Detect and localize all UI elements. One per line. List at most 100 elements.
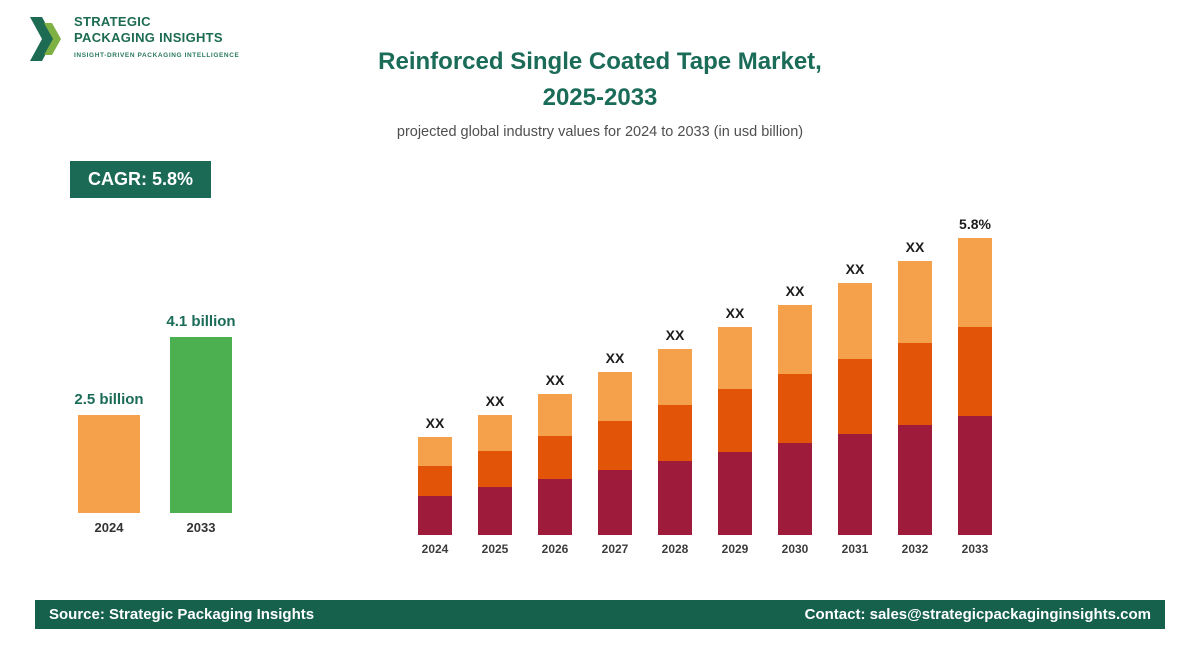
bar-segment [838, 358, 872, 435]
bar-value-label: XX [545, 372, 565, 388]
bar-segment [718, 451, 752, 535]
bar-area: XX [718, 180, 752, 535]
bar-segment [718, 327, 752, 390]
bar-value-label: XX [845, 261, 865, 277]
bar-area: XX [538, 180, 572, 535]
bar-area: XX [478, 180, 512, 535]
bar-area: XX [778, 180, 812, 535]
bar-segment [418, 466, 452, 496]
bar-year-label: 2033 [961, 542, 989, 556]
page-title: Reinforced Single Coated Tape Market, 20… [0, 44, 1200, 116]
bar-cell-2032: XX 2032 [885, 180, 945, 556]
footer-contact: Contact: sales@strategicpackaginginsight… [804, 606, 1151, 623]
bar-value-label: XX [605, 350, 625, 366]
bar-segment [658, 460, 692, 535]
bar-segment [658, 349, 692, 405]
bar-value-label: XX [425, 415, 445, 431]
bar-segment [958, 327, 992, 417]
stacked-bar-2032 [898, 261, 932, 535]
mini-bar-2024 [78, 415, 140, 513]
bar-value-label: XX [785, 283, 805, 299]
bar-segment [478, 487, 512, 535]
mini-summary-chart: 2.5 billion 2024 4.1 billion 2033 [74, 309, 236, 535]
bar-segment [958, 238, 992, 328]
bar-year-label: 2025 [481, 542, 509, 556]
mini-bar-value-label: 4.1 billion [166, 313, 236, 330]
bar-segment [838, 283, 872, 359]
bar-segment [898, 425, 932, 535]
bar-area: XX [898, 180, 932, 535]
page-title-line2: 2025-2033 [542, 84, 658, 111]
bar-value-label: XX [725, 305, 745, 321]
mini-bar-value-label: 2.5 billion [74, 391, 144, 408]
bar-segment [778, 305, 812, 374]
mini-bar-area: 2.5 billion [74, 309, 144, 513]
logo: STRATEGIC PACKAGING INSIGHTS INSIGHT-DRI… [30, 14, 239, 61]
bar-area: XX [658, 180, 692, 535]
logo-tagline: INSIGHT-DRIVEN PACKAGING INTELLIGENCE [74, 51, 240, 59]
bar-cell-2030: XX 2030 [765, 180, 825, 556]
bar-segment [538, 436, 572, 479]
logo-text: STRATEGIC PACKAGING INSIGHTS INSIGHT-DRI… [74, 14, 239, 59]
bar-cell-2028: XX 2028 [645, 180, 705, 556]
bar-area: XX [838, 180, 872, 535]
bar-segment [478, 451, 512, 487]
stacked-bar-2026 [538, 394, 572, 535]
bar-segment [418, 495, 452, 535]
bar-year-label: 2029 [721, 542, 749, 556]
bar-year-label: 2028 [661, 542, 689, 556]
mini-bar-area: 4.1 billion [166, 309, 236, 513]
mini-bar-cell-2024: 2.5 billion 2024 [74, 309, 143, 535]
page-subtitle: projected global industry values for 202… [396, 124, 804, 140]
footer-bar: Source: Strategic Packaging Insights Con… [35, 600, 1165, 629]
bar-segment [958, 416, 992, 535]
bar-cell-2033: 5.8% 2033 [945, 180, 1005, 556]
stacked-bar-2025 [478, 415, 512, 535]
bar-value-label: XX [905, 239, 925, 255]
bar-year-label: 2026 [541, 542, 569, 556]
bar-value-label: XX [665, 327, 685, 343]
mini-bar-year-label: 2024 [94, 520, 124, 535]
bar-cell-2026: XX 2026 [525, 180, 585, 556]
bar-segment [538, 394, 572, 437]
bar-year-label: 2032 [901, 542, 929, 556]
stacked-bar-2027 [598, 372, 632, 535]
bar-cell-2031: XX 2031 [825, 180, 885, 556]
bar-segment [898, 261, 932, 344]
page-title-line1: Reinforced Single Coated Tape Market, [378, 48, 822, 75]
stacked-bar-2031 [838, 283, 872, 535]
logo-chevron-icon [30, 14, 66, 61]
logo-line2: PACKAGING INSIGHTS [74, 30, 223, 46]
bar-segment [778, 443, 812, 535]
bar-area: XX [598, 180, 632, 535]
title-block: Reinforced Single Coated Tape Market, 20… [0, 44, 1200, 140]
stacked-bar-2030 [778, 305, 812, 535]
bar-area: XX [418, 180, 452, 535]
bar-segment [598, 372, 632, 421]
mini-bar-year-label: 2033 [186, 520, 216, 535]
bar-cell-2027: XX 2027 [585, 180, 645, 556]
bar-value-label: XX [485, 393, 505, 409]
cagr-badge: CAGR: 5.8% [70, 161, 212, 198]
stacked-bar-chart: XX 2024 XX 2025 XX 2026 XX 2027 XX 2028 XX 2029 XX 20… [405, 180, 1005, 556]
stacked-bar-2033 [958, 238, 992, 535]
bar-segment [718, 389, 752, 452]
bar-segment [598, 420, 632, 470]
mini-bar-2033 [170, 337, 232, 513]
bar-segment [598, 469, 632, 535]
bar-segment [898, 343, 932, 426]
logo-line1: STRATEGIC [74, 14, 151, 29]
bar-segment [838, 434, 872, 535]
bar-cell-2025: XX 2025 [465, 180, 525, 556]
bar-year-label: 2030 [781, 542, 809, 556]
bar-segment [538, 478, 572, 535]
footer-source: Source: Strategic Packaging Insights [49, 606, 315, 623]
bar-cell-2024: XX 2024 [405, 180, 465, 556]
stacked-bar-2028 [658, 349, 692, 535]
bar-year-label: 2027 [601, 542, 629, 556]
bar-segment [778, 374, 812, 443]
bar-segment [418, 437, 452, 467]
bar-year-label: 2031 [841, 542, 869, 556]
bar-year-label: 2024 [421, 542, 449, 556]
